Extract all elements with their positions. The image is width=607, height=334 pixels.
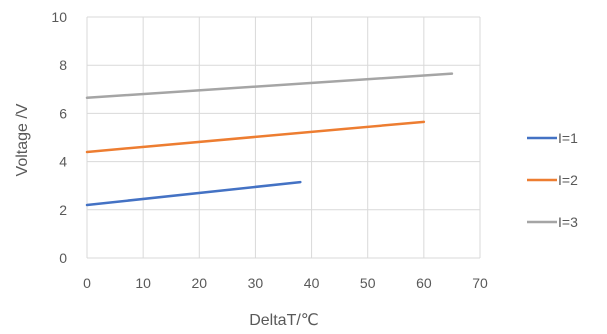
legend-item: I=1 bbox=[527, 130, 578, 146]
y-axis-title: Voltage /V bbox=[14, 103, 31, 176]
x-axis-title: DeltaT/℃ bbox=[249, 312, 319, 329]
series-layer bbox=[85, 72, 454, 207]
legend-item: I=3 bbox=[527, 214, 578, 230]
y-tick-label: 10 bbox=[51, 9, 67, 25]
series-line-3 bbox=[85, 72, 454, 99]
y-tick-label: 6 bbox=[59, 105, 67, 121]
x-tick-label: 70 bbox=[472, 275, 488, 291]
y-tick-label: 8 bbox=[59, 57, 67, 73]
x-tick-label: 10 bbox=[135, 275, 151, 291]
legend: I=1 I=2 I=3 bbox=[527, 130, 578, 230]
x-tick-label: 20 bbox=[191, 275, 207, 291]
tick-labels: 0 2 4 6 8 10 0 10 20 30 40 50 60 70 bbox=[51, 9, 488, 291]
x-tick-label: 0 bbox=[83, 275, 91, 291]
x-tick-label: 30 bbox=[248, 275, 264, 291]
series-line-2 bbox=[85, 120, 426, 154]
legend-label: I=1 bbox=[558, 130, 578, 146]
legend-label: I=2 bbox=[558, 172, 578, 188]
y-tick-label: 0 bbox=[59, 250, 67, 266]
x-tick-label: 60 bbox=[416, 275, 432, 291]
x-tick-label: 40 bbox=[304, 275, 320, 291]
series-line-1 bbox=[85, 180, 302, 207]
legend-label: I=3 bbox=[558, 214, 578, 230]
x-tick-label: 50 bbox=[360, 275, 376, 291]
grid bbox=[86, 16, 481, 259]
y-tick-label: 4 bbox=[59, 154, 67, 170]
legend-item: I=2 bbox=[527, 172, 578, 188]
y-tick-label: 2 bbox=[59, 202, 67, 218]
